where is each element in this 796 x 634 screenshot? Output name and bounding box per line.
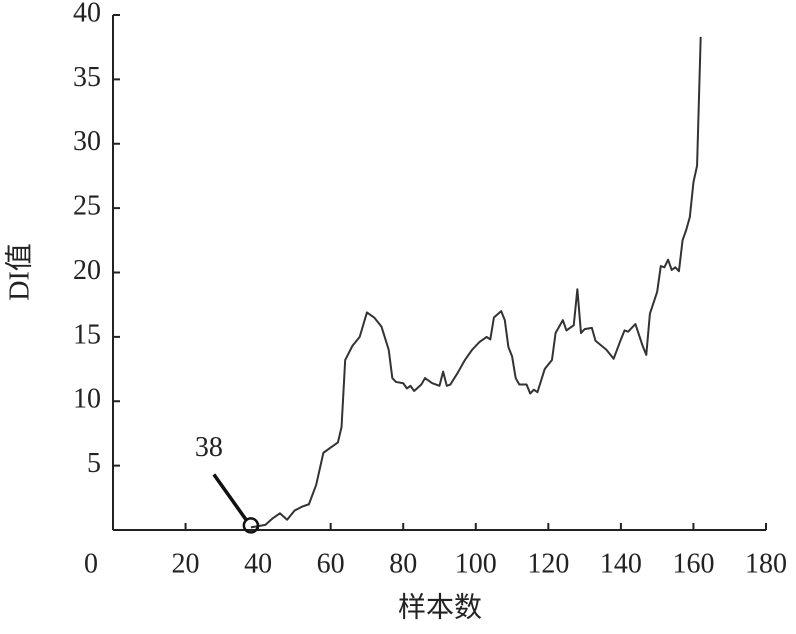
annotation-label: 38 (195, 432, 223, 463)
x-tick-label: 160 (672, 548, 714, 579)
y-tick-label: 25 (73, 191, 101, 222)
x-tick-label: 180 (745, 548, 787, 579)
y-tick-label: 20 (73, 255, 101, 286)
y-tick-label: 30 (73, 126, 101, 157)
x-tick-label: 80 (389, 548, 417, 579)
x-tick-label: 0 (84, 548, 98, 579)
x-tick-label: 100 (455, 548, 497, 579)
x-tick-label: 60 (317, 548, 345, 579)
y-tick-label: 15 (73, 319, 101, 350)
annotation-arrow (212, 473, 248, 521)
data-line (250, 36, 702, 529)
y-tick-label: 40 (73, 0, 101, 28)
y-tick-label: 35 (73, 62, 101, 93)
annotation-circle (242, 517, 260, 534)
x-axis-label: 样本数 (398, 591, 482, 623)
y-axis-label: DI值 (3, 243, 35, 301)
x-tick-label: 120 (527, 548, 569, 579)
y-tick-label: 10 (73, 384, 101, 415)
x-tick-label: 140 (600, 548, 642, 579)
x-tick-label: 20 (172, 548, 200, 579)
y-tick-label: 5 (87, 448, 101, 479)
x-tick-label: 40 (244, 548, 272, 579)
